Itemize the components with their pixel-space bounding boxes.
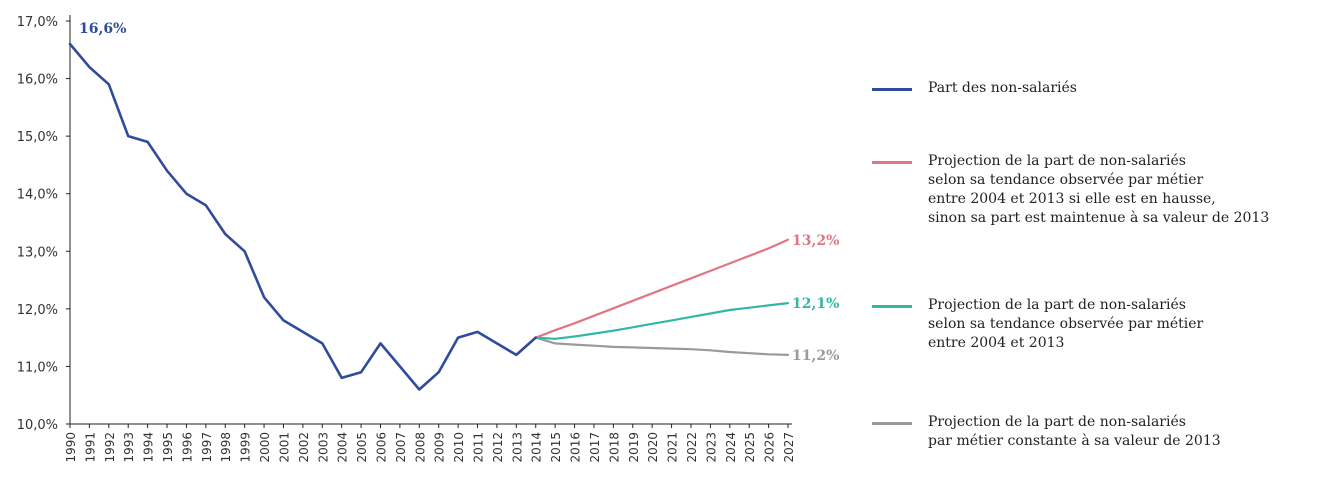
x-tick-label: 2026 [763, 432, 777, 463]
x-tick-label: 1997 [200, 432, 214, 463]
x-tick-label: 2017 [588, 432, 602, 463]
x-tick-label: 2003 [316, 432, 330, 463]
y-tick-label: 16,0% [17, 73, 58, 88]
y-tick-label: 17,0% [17, 15, 58, 30]
x-tick-label: 1991 [83, 432, 97, 463]
legend-label: Projection de la part de non-salariés pa… [928, 413, 1221, 451]
x-tick-label: 1996 [180, 432, 194, 463]
y-tick-label: 15,0% [17, 130, 58, 145]
legend-item-non-salaries: Part des non-salariés [872, 79, 1077, 98]
series-line-3 [536, 338, 788, 355]
x-tick-label: 2021 [666, 432, 680, 463]
x-tick-label: 2002 [297, 432, 311, 463]
legend-item-projection-hausse: Projection de la part de non-salariés se… [872, 152, 1269, 228]
x-tick-label: 2010 [452, 432, 466, 463]
x-tick-label: 2023 [704, 432, 718, 463]
x-tick-label: 2020 [646, 432, 660, 463]
legend-swatch-teal [872, 305, 912, 308]
x-tick-label: 2006 [374, 432, 388, 463]
x-tick-label: 2004 [336, 432, 350, 463]
series-line-2 [536, 303, 788, 339]
series-end-label-1: 13,2% [792, 233, 839, 249]
x-tick-label: 2014 [530, 432, 544, 463]
y-tick-label: 11,0% [17, 360, 58, 375]
y-tick-label: 10,0% [17, 418, 58, 433]
y-tick-label: 13,0% [17, 245, 58, 260]
series-end-label-2: 12,1% [792, 296, 839, 312]
x-tick-label: 1998 [219, 432, 233, 463]
chart-legend: Part des non-salariés Projection de la p… [872, 0, 1312, 481]
x-tick-label: 2001 [277, 432, 291, 463]
legend-label: Projection de la part de non-salariés se… [928, 152, 1269, 228]
x-tick-label: 2016 [569, 432, 583, 463]
legend-swatch-gray [872, 422, 912, 425]
x-tick-label: 1990 [64, 432, 78, 463]
x-tick-label: 2022 [685, 432, 699, 463]
x-tick-label: 2025 [743, 432, 757, 463]
x-tick-label: 1999 [239, 432, 253, 463]
x-tick-label: 2009 [433, 432, 447, 463]
x-tick-label: 1995 [161, 432, 175, 463]
x-tick-label: 2018 [607, 432, 621, 463]
x-tick-label: 2015 [549, 432, 563, 463]
legend-item-projection-constante: Projection de la part de non-salariés pa… [872, 413, 1221, 451]
x-tick-label: 1994 [142, 432, 156, 463]
x-tick-label: 2019 [627, 432, 641, 463]
x-tick-label: 2013 [510, 432, 524, 463]
x-tick-label: 2012 [491, 432, 505, 463]
x-tick-label: 2005 [355, 432, 369, 463]
x-tick-label: 1992 [103, 432, 117, 463]
series-start-label: 16,6% [79, 21, 126, 37]
x-tick-label: 1993 [122, 432, 136, 463]
legend-label: Part des non-salariés [928, 79, 1077, 98]
series-end-label-3: 11,2% [792, 348, 839, 364]
legend-item-projection-tendance: Projection de la part de non-salariés se… [872, 296, 1203, 353]
legend-label: Projection de la part de non-salariés se… [928, 296, 1203, 353]
y-tick-label: 14,0% [17, 188, 58, 203]
x-tick-label: 2011 [472, 432, 486, 463]
y-tick-label: 12,0% [17, 303, 58, 318]
line-chart: 10,0% 11,0% 12,0% 13,0% 14,0% 15,0% 16,0% 17,0%… [0, 0, 860, 481]
legend-swatch-pink [872, 161, 912, 164]
x-tick-label: 2027 [782, 432, 796, 463]
legend-swatch-blue [872, 88, 912, 91]
x-tick-label: 2024 [724, 432, 738, 463]
x-tick-label: 2000 [258, 432, 272, 463]
x-tick-label: 2007 [394, 432, 408, 463]
series-line-0 [70, 44, 536, 390]
x-tick-label: 2008 [413, 432, 427, 463]
